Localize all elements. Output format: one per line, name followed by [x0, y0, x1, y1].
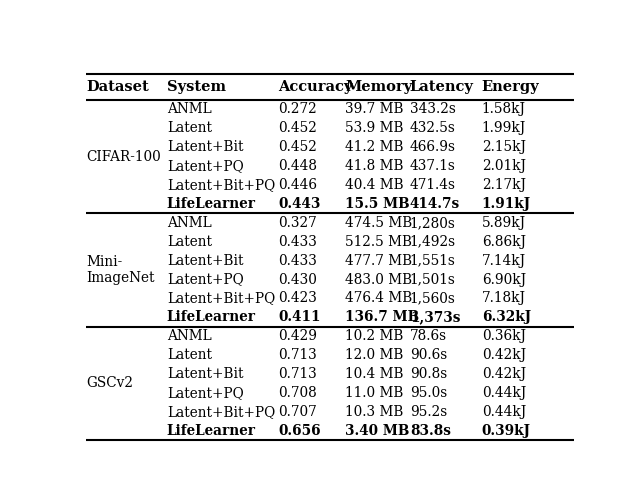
Text: 1,373s: 1,373s — [410, 310, 460, 324]
Text: 1,551s: 1,551s — [410, 254, 456, 268]
Text: 0.36kJ: 0.36kJ — [482, 329, 526, 343]
Text: 41.2 MB: 41.2 MB — [346, 140, 404, 154]
Text: Latent+PQ: Latent+PQ — [167, 159, 244, 173]
Text: 1.99kJ: 1.99kJ — [482, 121, 526, 135]
Text: LifeLearner: LifeLearner — [167, 310, 256, 324]
Text: 1,280s: 1,280s — [410, 216, 456, 230]
Text: 10.3 MB: 10.3 MB — [346, 405, 404, 419]
Text: ANML: ANML — [167, 329, 212, 343]
Text: 437.1s: 437.1s — [410, 159, 456, 173]
Text: CIFAR-100: CIFAR-100 — [86, 150, 161, 164]
Text: 0.708: 0.708 — [278, 386, 317, 400]
Text: 6.86kJ: 6.86kJ — [482, 234, 526, 248]
Text: GSCv2: GSCv2 — [86, 376, 133, 390]
Text: 0.44kJ: 0.44kJ — [482, 386, 526, 400]
Text: Memory: Memory — [346, 80, 413, 94]
Text: 6.32kJ: 6.32kJ — [482, 310, 531, 324]
Text: 3.40 MB: 3.40 MB — [346, 424, 410, 438]
Text: 5.89kJ: 5.89kJ — [482, 216, 526, 230]
Text: Latent: Latent — [167, 234, 212, 248]
Text: 1.91kJ: 1.91kJ — [482, 197, 531, 211]
Text: 78.6s: 78.6s — [410, 329, 447, 343]
Text: 512.5 MB: 512.5 MB — [346, 234, 412, 248]
Text: Accuracy: Accuracy — [278, 80, 353, 94]
Text: LifeLearner: LifeLearner — [167, 424, 256, 438]
Text: 1,501s: 1,501s — [410, 273, 456, 287]
Text: 0.327: 0.327 — [278, 216, 317, 230]
Text: 40.4 MB: 40.4 MB — [346, 178, 404, 192]
Text: 0.42kJ: 0.42kJ — [482, 348, 526, 362]
Text: Mini-
ImageNet: Mini- ImageNet — [86, 255, 154, 285]
Text: 53.9 MB: 53.9 MB — [346, 121, 404, 135]
Text: Dataset: Dataset — [86, 80, 148, 94]
Text: 1,560s: 1,560s — [410, 292, 456, 306]
Text: 1,492s: 1,492s — [410, 234, 456, 248]
Text: 11.0 MB: 11.0 MB — [346, 386, 404, 400]
Text: 432.5s: 432.5s — [410, 121, 456, 135]
Text: 343.2s: 343.2s — [410, 103, 456, 116]
Text: 12.0 MB: 12.0 MB — [346, 348, 404, 362]
Text: 136.7 MB: 136.7 MB — [346, 310, 419, 324]
Text: 2.17kJ: 2.17kJ — [482, 178, 526, 192]
Text: Latent+Bit+PQ: Latent+Bit+PQ — [167, 178, 275, 192]
Text: 0.430: 0.430 — [278, 273, 317, 287]
Text: 95.0s: 95.0s — [410, 386, 447, 400]
Text: Latent: Latent — [167, 121, 212, 135]
Text: 0.713: 0.713 — [278, 367, 317, 381]
Text: 7.14kJ: 7.14kJ — [482, 254, 526, 268]
Text: 0.656: 0.656 — [278, 424, 321, 438]
Text: 0.448: 0.448 — [278, 159, 317, 173]
Text: ANML: ANML — [167, 103, 212, 116]
Text: 83.8s: 83.8s — [410, 424, 451, 438]
Text: System: System — [167, 80, 226, 94]
Text: 477.7 MB: 477.7 MB — [346, 254, 413, 268]
Text: Latent+PQ: Latent+PQ — [167, 273, 244, 287]
Text: 41.8 MB: 41.8 MB — [346, 159, 404, 173]
Text: 90.8s: 90.8s — [410, 367, 447, 381]
Text: Latent+Bit: Latent+Bit — [167, 254, 243, 268]
Text: 471.4s: 471.4s — [410, 178, 456, 192]
Text: 0.411: 0.411 — [278, 310, 321, 324]
Text: 466.9s: 466.9s — [410, 140, 456, 154]
Text: 15.5 MB: 15.5 MB — [346, 197, 410, 211]
Text: 0.443: 0.443 — [278, 197, 321, 211]
Text: Latent+Bit+PQ: Latent+Bit+PQ — [167, 405, 275, 419]
Text: 90.6s: 90.6s — [410, 348, 447, 362]
Text: 6.90kJ: 6.90kJ — [482, 273, 526, 287]
Text: 2.01kJ: 2.01kJ — [482, 159, 526, 173]
Text: 0.272: 0.272 — [278, 103, 317, 116]
Text: 474.5 MB: 474.5 MB — [346, 216, 413, 230]
Text: 95.2s: 95.2s — [410, 405, 447, 419]
Text: 1.58kJ: 1.58kJ — [482, 103, 526, 116]
Text: 476.4 MB: 476.4 MB — [346, 292, 413, 306]
Text: 0.452: 0.452 — [278, 140, 317, 154]
Text: Latent+Bit: Latent+Bit — [167, 140, 243, 154]
Text: Energy: Energy — [482, 80, 540, 94]
Text: Latent: Latent — [167, 348, 212, 362]
Text: 0.433: 0.433 — [278, 254, 317, 268]
Text: 0.423: 0.423 — [278, 292, 317, 306]
Text: 0.44kJ: 0.44kJ — [482, 405, 526, 419]
Text: 0.452: 0.452 — [278, 121, 317, 135]
Text: 10.4 MB: 10.4 MB — [346, 367, 404, 381]
Text: 0.707: 0.707 — [278, 405, 317, 419]
Text: 0.713: 0.713 — [278, 348, 317, 362]
Text: 2.15kJ: 2.15kJ — [482, 140, 526, 154]
Text: LifeLearner: LifeLearner — [167, 197, 256, 211]
Text: 0.433: 0.433 — [278, 234, 317, 248]
Text: Latent+Bit+PQ: Latent+Bit+PQ — [167, 292, 275, 306]
Text: Latency: Latency — [410, 80, 474, 94]
Text: 10.2 MB: 10.2 MB — [346, 329, 404, 343]
Text: 0.42kJ: 0.42kJ — [482, 367, 526, 381]
Text: Latent+PQ: Latent+PQ — [167, 386, 244, 400]
Text: 0.429: 0.429 — [278, 329, 317, 343]
Text: 483.0 MB: 483.0 MB — [346, 273, 413, 287]
Text: ANML: ANML — [167, 216, 212, 230]
Text: Latent+Bit: Latent+Bit — [167, 367, 243, 381]
Text: 0.39kJ: 0.39kJ — [482, 424, 531, 438]
Text: 414.7s: 414.7s — [410, 197, 460, 211]
Text: 7.18kJ: 7.18kJ — [482, 292, 526, 306]
Text: 0.446: 0.446 — [278, 178, 317, 192]
Text: 39.7 MB: 39.7 MB — [346, 103, 404, 116]
